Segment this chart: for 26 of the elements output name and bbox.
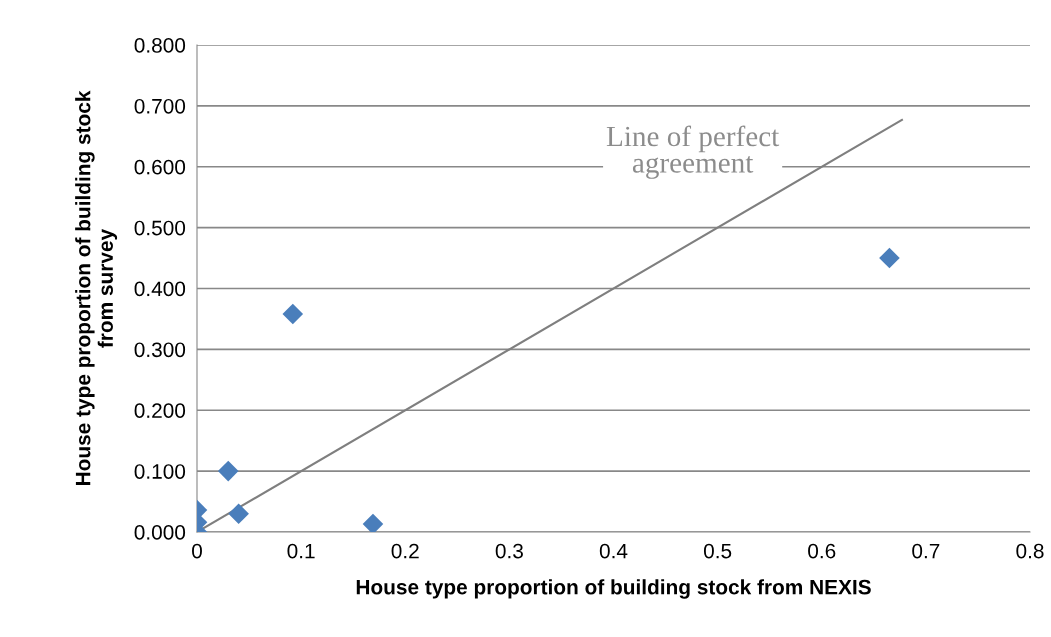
y-tick-label: 0.700 [134,98,186,114]
point [228,503,249,525]
y-tick-label: 0.300 [134,342,186,358]
x-tick-label: 0.2 [391,543,419,559]
x-tick-label: 0.3 [495,543,523,559]
y-axis-title: House type proportion of building stock from survey [75,90,118,485]
y-tick-label: 0.100 [134,464,186,479]
x-tick-label: 0 [192,543,202,559]
x-tick-label: 0.4 [599,543,628,559]
x-tick-label: 0.6 [808,543,836,559]
annotation: Line of perfect agreement [606,125,780,179]
y-tick-label: 0.400 [134,281,186,297]
x-tick-label: 0.1 [287,543,315,559]
point [217,460,239,482]
point [362,513,384,532]
y-tick-label: 0.200 [134,403,186,418]
x-tick-label: 0.7 [912,543,940,559]
y-tick-label: 0.800 [134,38,186,53]
y-tick-label: 0.000 [134,525,186,540]
point [282,303,304,325]
point [879,247,900,269]
x-axis-title: House type proportion of building stock from NEXIS [356,579,871,599]
x-tick-label: 0.5 [703,543,732,559]
x-tick-label: 0.8 [1016,543,1044,559]
y-tick-label: 0.500 [134,220,186,236]
y-tick-label: 0.600 [134,159,186,175]
